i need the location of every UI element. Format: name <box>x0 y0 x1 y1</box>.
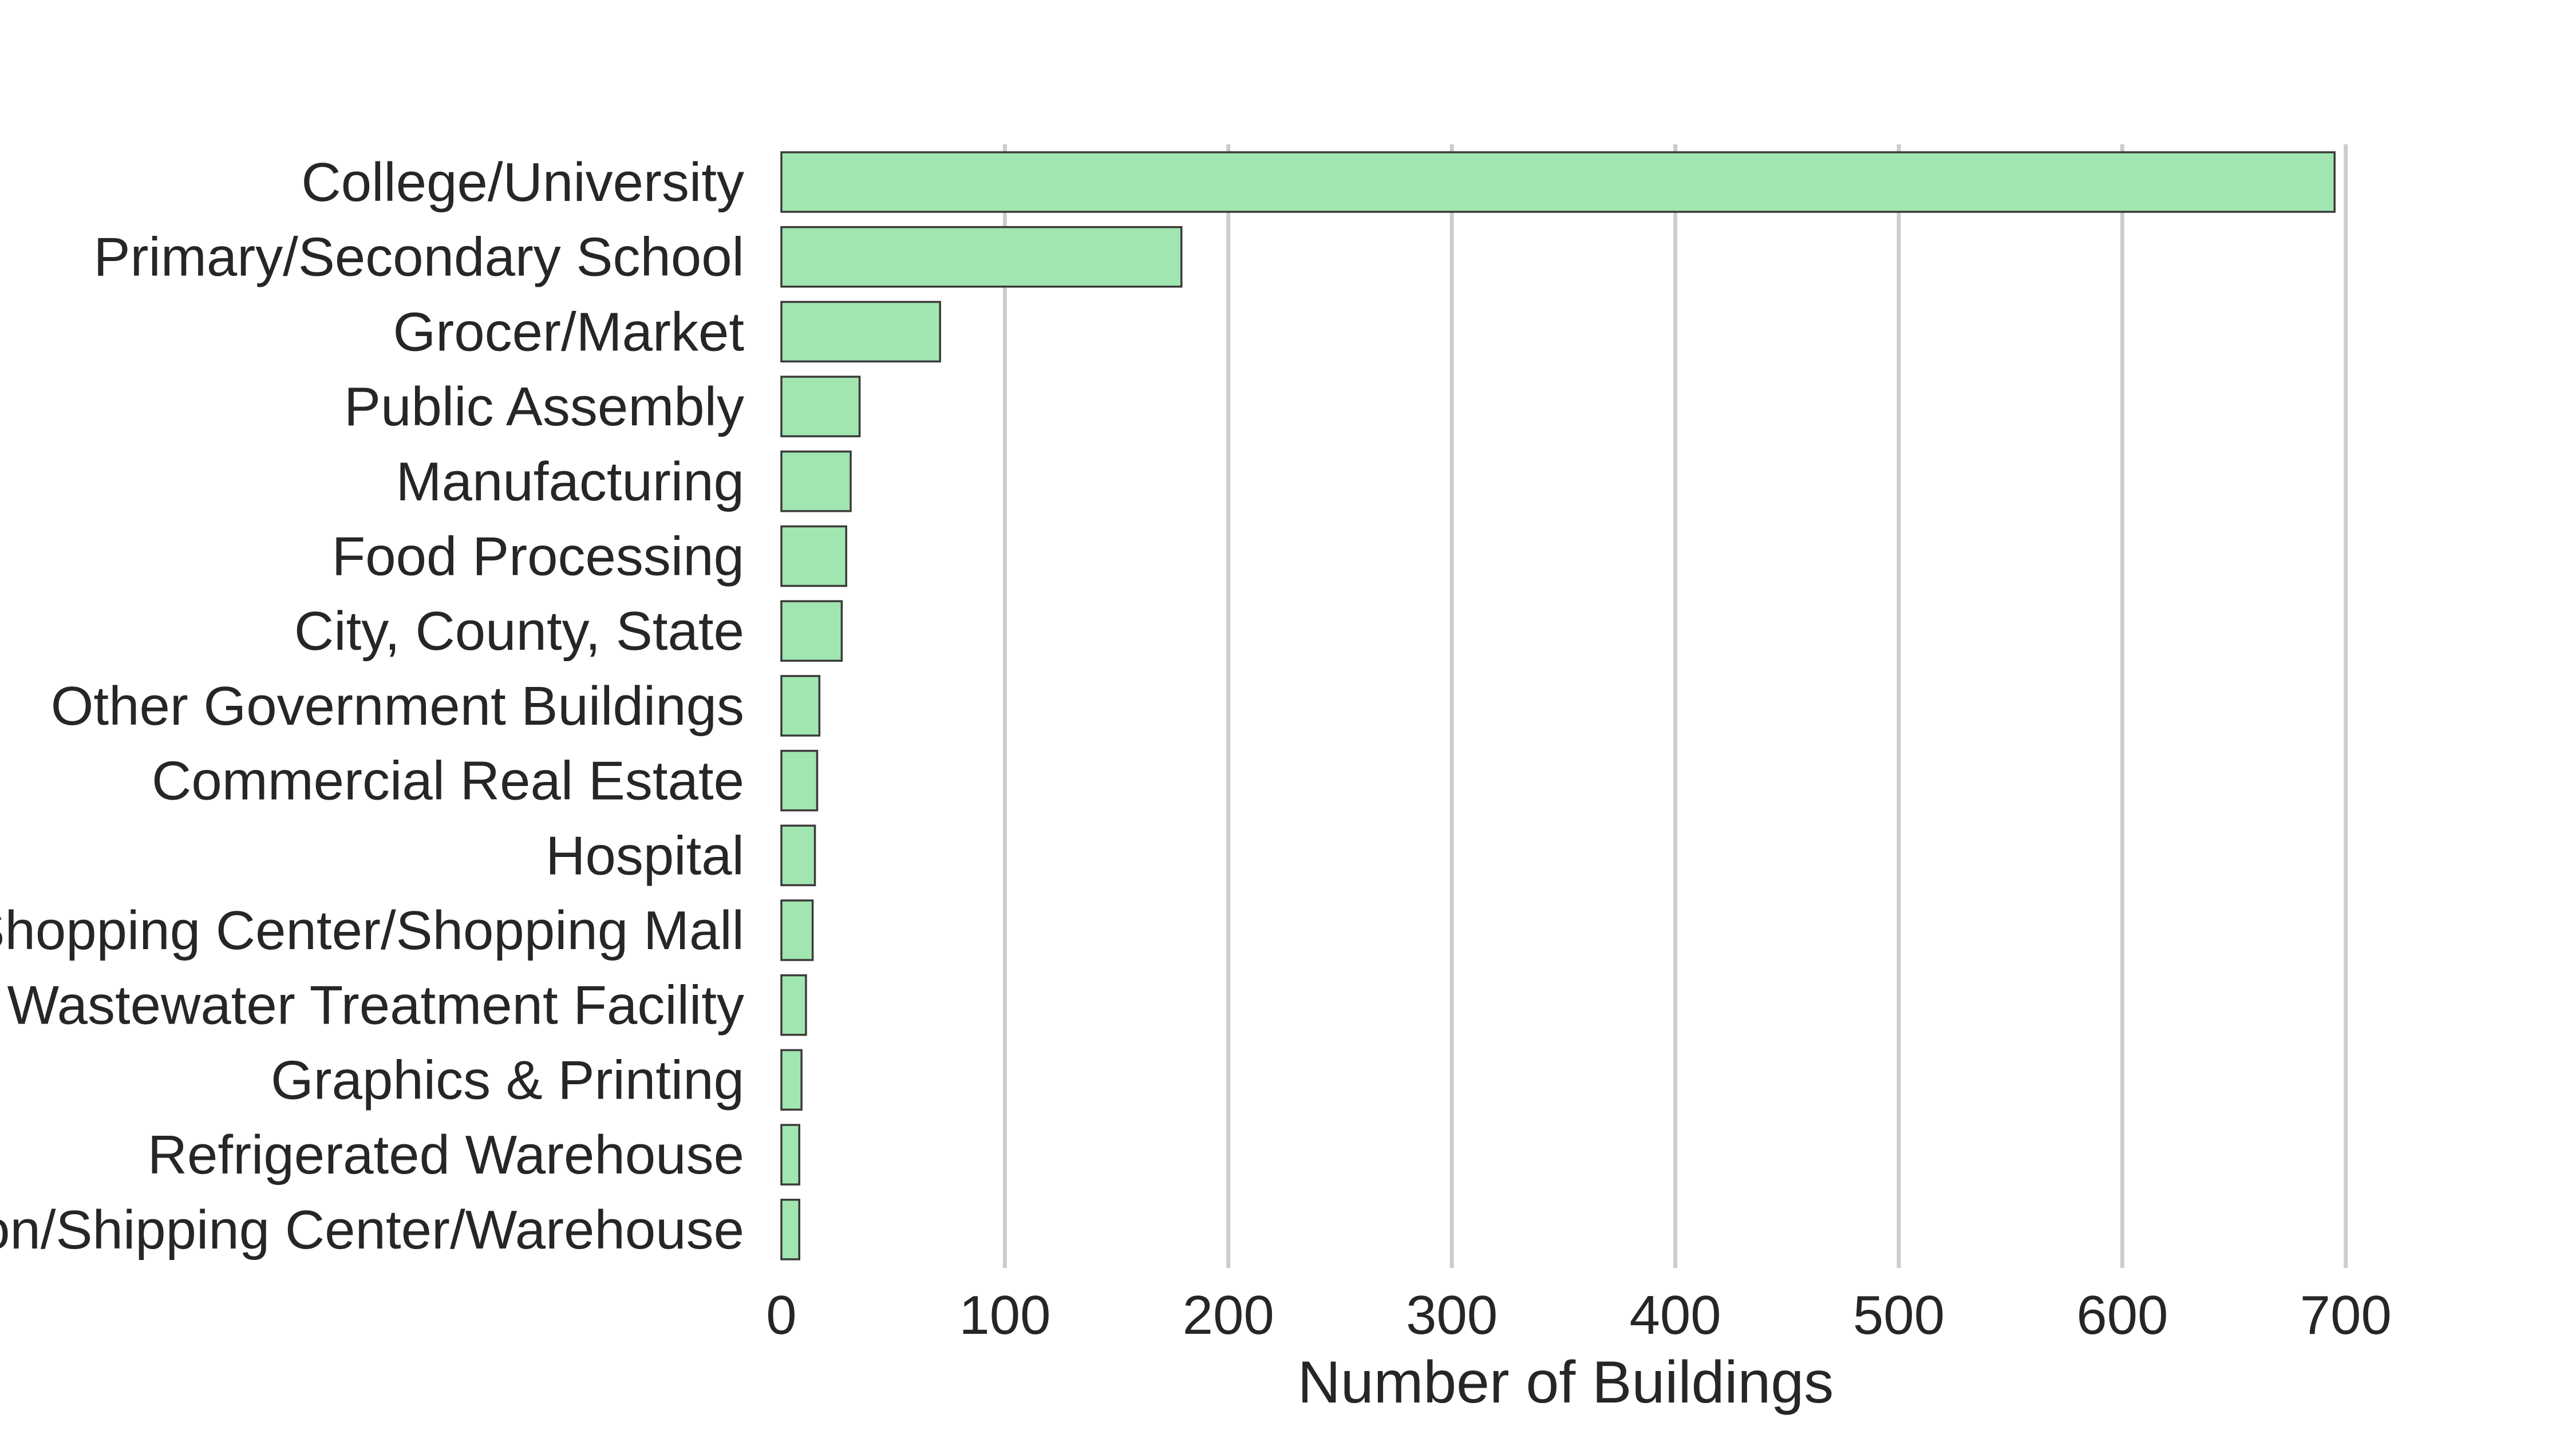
x-axis-title: Number of Buildings <box>1298 1349 1834 1416</box>
bar <box>780 1199 800 1261</box>
category-label: Primary/Secondary School <box>94 227 744 288</box>
x-tick-label: 300 <box>1406 1285 1498 1346</box>
x-tick-label: 600 <box>2076 1285 2168 1346</box>
category-label: Hospital <box>546 825 744 886</box>
category-label: College/University <box>301 152 744 213</box>
bar <box>780 376 861 437</box>
x-tick-label: 100 <box>959 1285 1050 1346</box>
bar <box>780 151 2336 213</box>
x-tick-label-layer: 0 100 200 300 400 500 600 700 <box>766 1285 2392 1346</box>
bar <box>780 301 941 363</box>
bar <box>780 899 814 961</box>
x-tick-label: 0 <box>766 1285 796 1346</box>
bar <box>780 226 1183 288</box>
bar-layer <box>780 151 2336 1261</box>
bar <box>780 1049 803 1111</box>
bar <box>780 600 843 662</box>
x-tick-label: 700 <box>2300 1285 2392 1346</box>
category-label: Manufacturing <box>396 451 744 512</box>
bar <box>780 824 816 887</box>
category-label: Other Government Buildings <box>51 675 744 737</box>
category-label: Refrigerated Warehouse <box>148 1124 744 1186</box>
bar <box>780 525 847 587</box>
bar <box>780 451 852 512</box>
x-tick-label: 400 <box>1630 1285 1721 1346</box>
category-label-layer: College/University Primary/Secondary Scho… <box>0 152 744 1261</box>
grid-layer <box>1002 144 2348 1268</box>
bar <box>780 675 821 737</box>
bar <box>780 974 807 1036</box>
bar <box>780 749 819 812</box>
bar <box>780 1124 800 1186</box>
category-label: tion/Shipping Center/Warehouse <box>0 1199 744 1261</box>
category-label: Commercial Real Estate <box>152 750 744 812</box>
x-tick-label: 200 <box>1183 1285 1274 1346</box>
category-label: Food Processing <box>332 526 744 587</box>
x-tick-label: 500 <box>1853 1285 1945 1346</box>
category-label: City, County, State <box>294 601 744 662</box>
category-label: Public Assembly <box>344 376 744 437</box>
category-label: Graphics & Printing <box>271 1049 744 1111</box>
category-label: Shopping Center/Shopping Mall <box>0 900 744 961</box>
category-label: Grocer/Market <box>393 301 744 362</box>
category-label: & Wastewater Treatment Facility <box>0 975 744 1036</box>
